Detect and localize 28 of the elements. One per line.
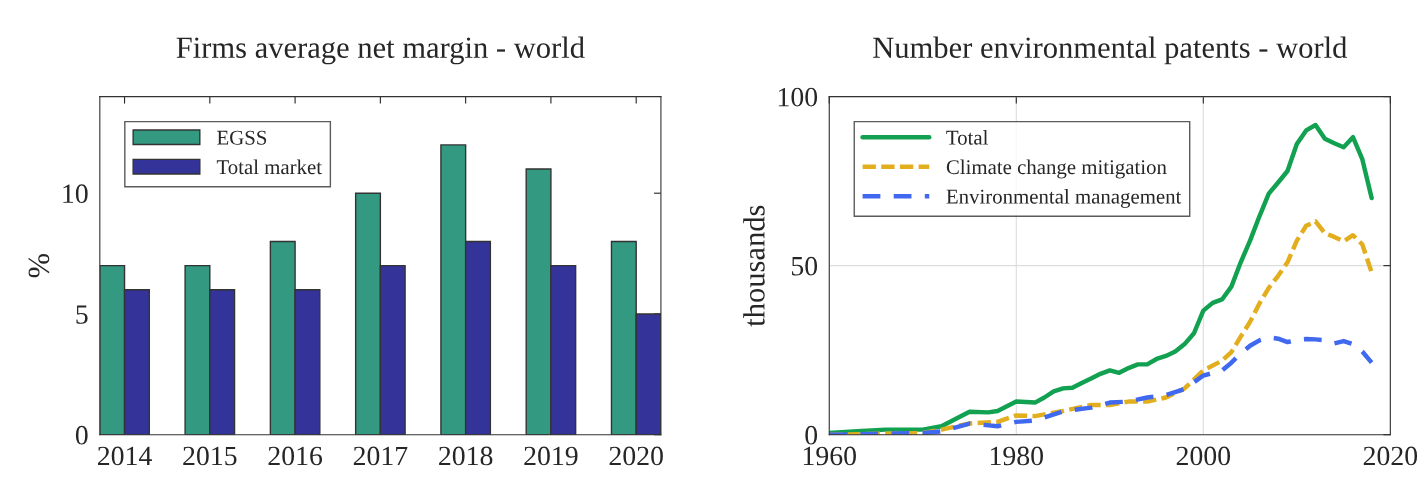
y-tick-label: 50 xyxy=(791,256,818,276)
y-axis-title: % xyxy=(28,253,50,278)
y-tick-label: 100 xyxy=(778,87,818,107)
x-tick-label: 2017 xyxy=(353,446,408,466)
x-tick-label: 2020 xyxy=(609,446,663,466)
chart-title: Firms average net margin - world xyxy=(176,36,585,65)
x-tick-label: 2000 xyxy=(1176,446,1231,466)
y-axis-title: thousands xyxy=(743,205,765,327)
y-tick-label: 0 xyxy=(805,425,818,445)
chart-title: Number environmental patents - world xyxy=(873,36,1348,65)
x-tick-label: 1960 xyxy=(803,446,856,466)
legend-label: Environmental management xyxy=(946,188,1182,208)
line-series xyxy=(829,335,1374,435)
y-tick-label: 0 xyxy=(75,425,88,445)
y-tick-label: 10 xyxy=(63,184,88,204)
x-tick-label: 2018 xyxy=(439,446,493,466)
legend-label: EGSS xyxy=(217,130,267,145)
legend-label: Climate change mitigation xyxy=(946,159,1167,179)
x-tick-label: 1980 xyxy=(990,446,1043,466)
x-tick-label: 2015 xyxy=(183,446,237,466)
x-tick-label: 2020 xyxy=(1363,446,1418,466)
y-tick-label: 5 xyxy=(76,305,88,324)
legend-label: Total xyxy=(946,130,989,145)
x-tick-label: 2014 xyxy=(97,446,152,466)
x-tick-label: 2016 xyxy=(268,446,323,466)
x-tick-label: 2019 xyxy=(524,446,578,466)
legend-label: Total market xyxy=(216,159,322,175)
line-series xyxy=(829,122,1374,435)
